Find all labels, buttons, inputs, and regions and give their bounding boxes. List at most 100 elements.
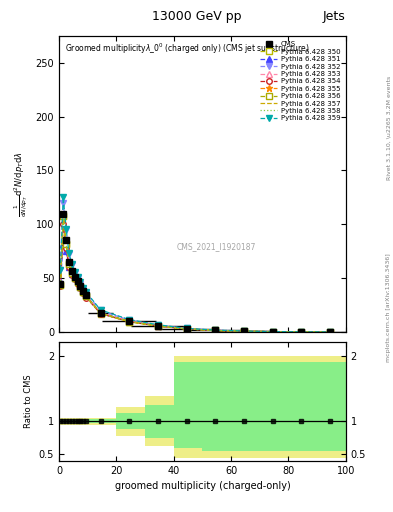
Pythia 6.428 356	[64, 241, 68, 247]
Pythia 6.428 350	[58, 282, 63, 288]
Pythia 6.428 359	[299, 329, 304, 335]
Pythia 6.428 350	[61, 212, 66, 219]
Pythia 6.428 354	[213, 327, 218, 333]
Pythia 6.428 354	[72, 276, 77, 282]
Pythia 6.428 358	[67, 261, 72, 267]
Pythia 6.428 359	[84, 289, 88, 295]
Pythia 6.428 354	[299, 329, 304, 335]
Pythia 6.428 353	[242, 328, 246, 334]
Pythia 6.428 353	[328, 329, 332, 335]
Pythia 6.428 356	[242, 328, 246, 334]
Pythia 6.428 350	[67, 261, 72, 267]
Pythia 6.428 354	[184, 326, 189, 332]
Line: Pythia 6.428 355: Pythia 6.428 355	[57, 212, 334, 335]
Pythia 6.428 359	[98, 307, 103, 313]
Pythia 6.428 353	[70, 269, 74, 275]
Pythia 6.428 359	[64, 225, 68, 231]
Pythia 6.428 358	[98, 310, 103, 316]
Pythia 6.428 357	[299, 329, 304, 335]
Pythia 6.428 352	[156, 322, 160, 328]
Pythia 6.428 359	[72, 269, 77, 275]
Line: Pythia 6.428 352: Pythia 6.428 352	[58, 200, 333, 335]
Pythia 6.428 351	[270, 329, 275, 335]
Pythia 6.428 351	[299, 329, 304, 335]
Pythia 6.428 352	[61, 200, 66, 206]
Pythia 6.428 359	[70, 261, 74, 267]
Pythia 6.428 359	[213, 327, 218, 333]
Pythia 6.428 357	[64, 241, 68, 247]
Pythia 6.428 355	[328, 329, 332, 335]
Pythia 6.428 352	[184, 325, 189, 331]
Pythia 6.428 350	[328, 329, 332, 335]
Pythia 6.428 357	[213, 327, 218, 333]
Text: mcplots.cern.ch [arXiv:1306.3436]: mcplots.cern.ch [arXiv:1306.3436]	[386, 253, 391, 361]
Pythia 6.428 357	[127, 318, 132, 325]
Pythia 6.428 353	[184, 326, 189, 332]
Pythia 6.428 355	[213, 327, 218, 333]
Pythia 6.428 352	[84, 290, 88, 296]
Pythia 6.428 356	[72, 275, 77, 281]
Pythia 6.428 350	[78, 284, 83, 290]
Pythia 6.428 357	[184, 326, 189, 332]
Text: Groomed multiplicity$\lambda\_0^0$ (charged only) (CMS jet substructure): Groomed multiplicity$\lambda\_0^0$ (char…	[65, 42, 309, 56]
Text: 13000 GeV pp: 13000 GeV pp	[152, 10, 241, 23]
Pythia 6.428 357	[98, 310, 103, 316]
Pythia 6.428 359	[81, 285, 86, 291]
Pythia 6.428 359	[242, 328, 246, 334]
Pythia 6.428 351	[213, 327, 218, 333]
Pythia 6.428 353	[98, 310, 103, 316]
Pythia 6.428 352	[67, 251, 72, 258]
Pythia 6.428 350	[75, 280, 80, 286]
Line: Pythia 6.428 358: Pythia 6.428 358	[61, 216, 330, 332]
Pythia 6.428 350	[84, 293, 88, 300]
Pythia 6.428 353	[299, 329, 304, 335]
Pythia 6.428 358	[72, 275, 77, 281]
Pythia 6.428 358	[156, 323, 160, 329]
Pythia 6.428 355	[156, 323, 160, 329]
Pythia 6.428 358	[127, 318, 132, 325]
Pythia 6.428 350	[213, 327, 218, 333]
Pythia 6.428 359	[270, 329, 275, 335]
Pythia 6.428 352	[81, 286, 86, 292]
Text: Jets: Jets	[323, 10, 346, 23]
Pythia 6.428 357	[72, 275, 77, 281]
Pythia 6.428 359	[184, 325, 189, 331]
Pythia 6.428 353	[61, 210, 66, 217]
Pythia 6.428 356	[299, 329, 304, 335]
Pythia 6.428 355	[270, 329, 275, 335]
Line: Pythia 6.428 353: Pythia 6.428 353	[58, 211, 333, 335]
Pythia 6.428 352	[78, 281, 83, 287]
Pythia 6.428 351	[67, 264, 72, 270]
Pythia 6.428 350	[81, 289, 86, 295]
X-axis label: groomed multiplicity (charged-only): groomed multiplicity (charged-only)	[114, 481, 290, 491]
Pythia 6.428 352	[75, 275, 80, 281]
Pythia 6.428 353	[58, 281, 63, 287]
Pythia 6.428 352	[328, 329, 332, 335]
Pythia 6.428 353	[270, 329, 275, 335]
Pythia 6.428 350	[184, 326, 189, 332]
Pythia 6.428 351	[127, 318, 132, 324]
Pythia 6.428 359	[156, 322, 160, 328]
Pythia 6.428 359	[78, 280, 83, 286]
Pythia 6.428 352	[64, 227, 68, 233]
Pythia 6.428 355	[84, 293, 88, 300]
Pythia 6.428 359	[58, 266, 63, 272]
Pythia 6.428 351	[70, 271, 74, 277]
Pythia 6.428 354	[58, 283, 63, 289]
Text: CMS_2021_I1920187: CMS_2021_I1920187	[177, 242, 256, 251]
Pythia 6.428 354	[98, 311, 103, 317]
Pythia 6.428 356	[78, 284, 83, 290]
Pythia 6.428 351	[84, 292, 88, 298]
Line: Pythia 6.428 350: Pythia 6.428 350	[58, 213, 333, 335]
Pythia 6.428 356	[81, 289, 86, 295]
Pythia 6.428 354	[75, 281, 80, 287]
Pythia 6.428 355	[67, 261, 72, 267]
Pythia 6.428 351	[64, 248, 68, 254]
Pythia 6.428 351	[242, 328, 246, 334]
Pythia 6.428 352	[70, 262, 74, 268]
Pythia 6.428 353	[64, 239, 68, 245]
Pythia 6.428 353	[67, 260, 72, 266]
Pythia 6.428 357	[84, 293, 88, 300]
Pythia 6.428 357	[242, 328, 246, 334]
Y-axis label: Ratio to CMS: Ratio to CMS	[24, 375, 33, 429]
